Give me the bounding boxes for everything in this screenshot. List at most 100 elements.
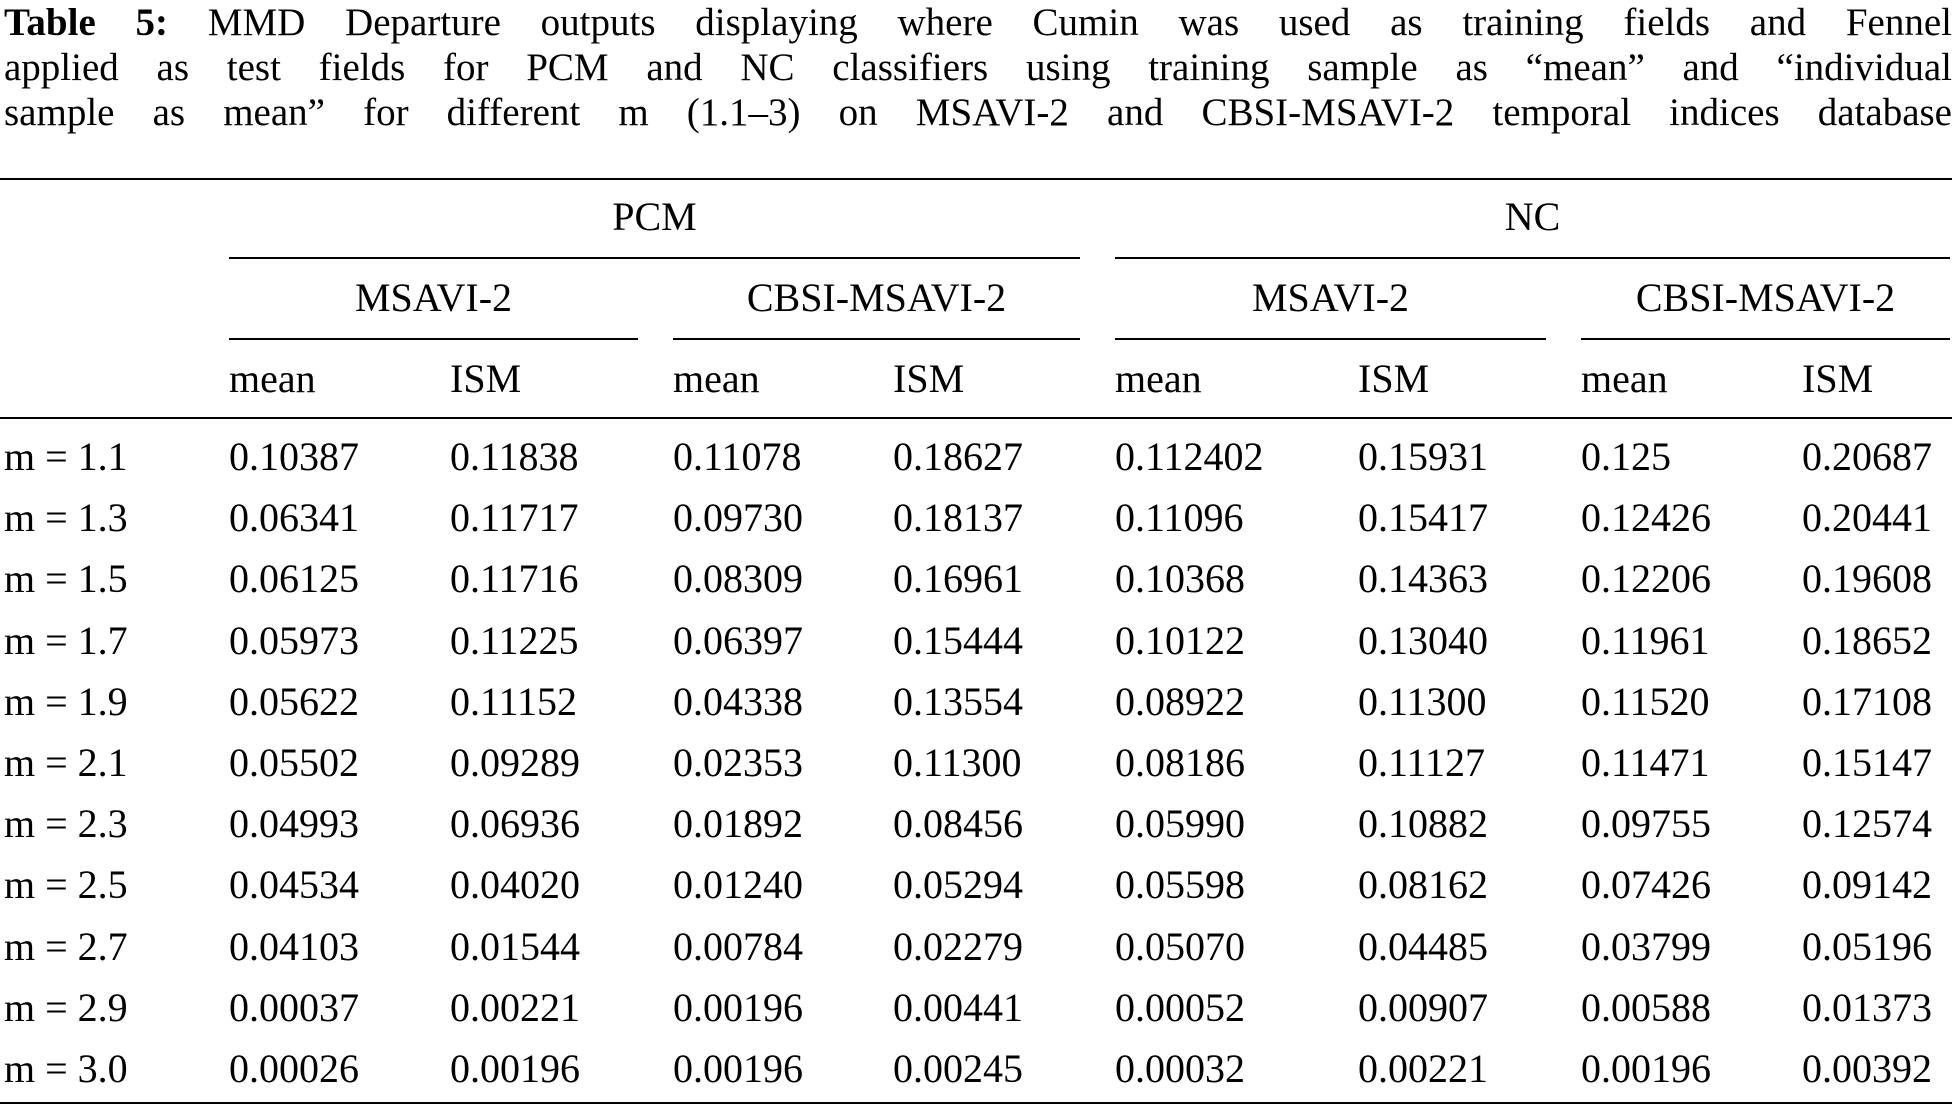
table-cell: 0.00196 — [450, 1046, 580, 1091]
table-cell: 0.00032 — [1115, 1046, 1245, 1091]
column-header-ism: ISM — [1358, 356, 1430, 401]
table-cell: 0.10368 — [1115, 556, 1245, 601]
table-cell: 0.08922 — [1115, 679, 1245, 724]
table-cell: 0.09289 — [450, 740, 580, 785]
row-label: m = 2.1 — [4, 740, 128, 785]
table-cell: 0.11961 — [1581, 618, 1710, 663]
caption-line-2: applied as test fields for PCM and NC cl… — [4, 46, 1952, 89]
table-cell: 0.11716 — [450, 556, 579, 601]
subgroup-header: CBSI-MSAVI-2 — [1635, 275, 1896, 320]
table-cell: 0.06397 — [673, 618, 803, 663]
column-header-mean: mean — [1581, 356, 1668, 401]
table-cell: 0.17108 — [1802, 679, 1932, 724]
table-cell: 0.08186 — [1115, 740, 1245, 785]
table-cell: 0.06936 — [450, 801, 580, 846]
table-cell: 0.11471 — [1581, 740, 1710, 785]
subgroup-header: MSAVI-2 — [354, 275, 513, 320]
row-label: m = 3.0 — [4, 1046, 128, 1091]
table-cell: 0.04338 — [673, 679, 803, 724]
table-cell: 0.09755 — [1581, 801, 1711, 846]
table-cell: 0.11717 — [450, 495, 579, 540]
table-cell: 0.16961 — [893, 556, 1023, 601]
table-cell: 0.00196 — [1581, 1046, 1711, 1091]
column-header-ism: ISM — [450, 356, 522, 401]
row-label: m = 1.3 — [4, 495, 128, 540]
table-cell: 0.04020 — [450, 862, 580, 907]
table-cell: 0.19608 — [1802, 556, 1932, 601]
table-cell: 0.11300 — [1358, 679, 1487, 724]
table-cell: 0.11096 — [1115, 495, 1244, 540]
subgroup-rule — [1115, 338, 1546, 340]
table-cell: 0.04103 — [229, 924, 359, 969]
table-cell: 0.04534 — [229, 862, 359, 907]
subgroup-rule — [229, 338, 638, 340]
table-cell: 0.08456 — [893, 801, 1023, 846]
table-cell: 0.14363 — [1358, 556, 1488, 601]
row-label: m = 2.9 — [4, 985, 128, 1030]
subgroup-rule — [673, 338, 1080, 340]
table-cell: 0.18652 — [1802, 618, 1932, 663]
table-cell: 0.00588 — [1581, 985, 1711, 1030]
table-cell: 0.01544 — [450, 924, 580, 969]
table-cell: 0.11520 — [1581, 679, 1710, 724]
table-cell: 0.02279 — [893, 924, 1023, 969]
table-bottom-rule — [0, 1102, 1952, 1104]
table-cell: 0.05196 — [1802, 924, 1932, 969]
table-cell: 0.07426 — [1581, 862, 1711, 907]
table-cell: 0.02353 — [673, 740, 803, 785]
subgroup-rule — [1581, 338, 1950, 340]
table-cell: 0.04993 — [229, 801, 359, 846]
table-cell: 0.00037 — [229, 985, 359, 1030]
table-cell: 0.11838 — [450, 434, 579, 479]
row-label: m = 1.7 — [4, 618, 128, 663]
table-cell: 0.05973 — [229, 618, 359, 663]
table-cell: 0.00196 — [673, 1046, 803, 1091]
row-label: m = 2.3 — [4, 801, 128, 846]
table-cell: 0.11300 — [893, 740, 1022, 785]
column-header-ism: ISM — [1802, 356, 1874, 401]
group-rule-nc — [1115, 257, 1950, 259]
table-cell: 0.112402 — [1115, 434, 1264, 479]
table-cell: 0.05598 — [1115, 862, 1245, 907]
table-cell: 0.12206 — [1581, 556, 1711, 601]
header-bottom-rule — [0, 417, 1952, 419]
table-cell: 0.13554 — [893, 679, 1023, 724]
table-cell: 0.15417 — [1358, 495, 1488, 540]
table-cell: 0.01892 — [673, 801, 803, 846]
table-cell: 0.11127 — [1358, 740, 1486, 785]
column-header-mean: mean — [229, 356, 316, 401]
caption-line-3: sample as mean” for different m (1.1–3) … — [4, 91, 1952, 134]
table-cell: 0.11152 — [450, 679, 578, 724]
table-cell: 0.11225 — [450, 618, 579, 663]
table-cell: 0.125 — [1581, 434, 1671, 479]
row-label: m = 2.7 — [4, 924, 128, 969]
group-header-pcm: PCM — [612, 194, 697, 239]
table-cell: 0.05294 — [893, 862, 1023, 907]
column-header-mean: mean — [673, 356, 760, 401]
row-label: m = 1.9 — [4, 679, 128, 724]
row-label: m = 2.5 — [4, 862, 128, 907]
table-cell: 0.00392 — [1802, 1046, 1932, 1091]
group-rule-pcm — [229, 257, 1080, 259]
table-cell: 0.05502 — [229, 740, 359, 785]
subgroup-header: CBSI-MSAVI-2 — [746, 275, 1007, 320]
table-cell: 0.20687 — [1802, 434, 1932, 479]
table-cell: 0.00026 — [229, 1046, 359, 1091]
table-cell: 0.01373 — [1802, 985, 1932, 1030]
group-header-nc: NC — [1504, 194, 1561, 239]
table-cell: 0.11078 — [673, 434, 802, 479]
table-cell: 0.00196 — [673, 985, 803, 1030]
table-cell: 0.00441 — [893, 985, 1023, 1030]
table-cell: 0.15444 — [893, 618, 1023, 663]
table-cell: 0.10387 — [229, 434, 359, 479]
table-cell: 0.09730 — [673, 495, 803, 540]
table-cell: 0.15931 — [1358, 434, 1488, 479]
table-cell: 0.00784 — [673, 924, 803, 969]
caption-text-1: MMD Departure outputs displaying where C… — [207, 1, 1952, 44]
column-header-mean: mean — [1115, 356, 1202, 401]
table-cell: 0.18627 — [893, 434, 1023, 479]
subgroup-header: MSAVI-2 — [1251, 275, 1410, 320]
table-cell: 0.05990 — [1115, 801, 1245, 846]
table-cell: 0.15147 — [1802, 740, 1932, 785]
table-cell: 0.04485 — [1358, 924, 1488, 969]
